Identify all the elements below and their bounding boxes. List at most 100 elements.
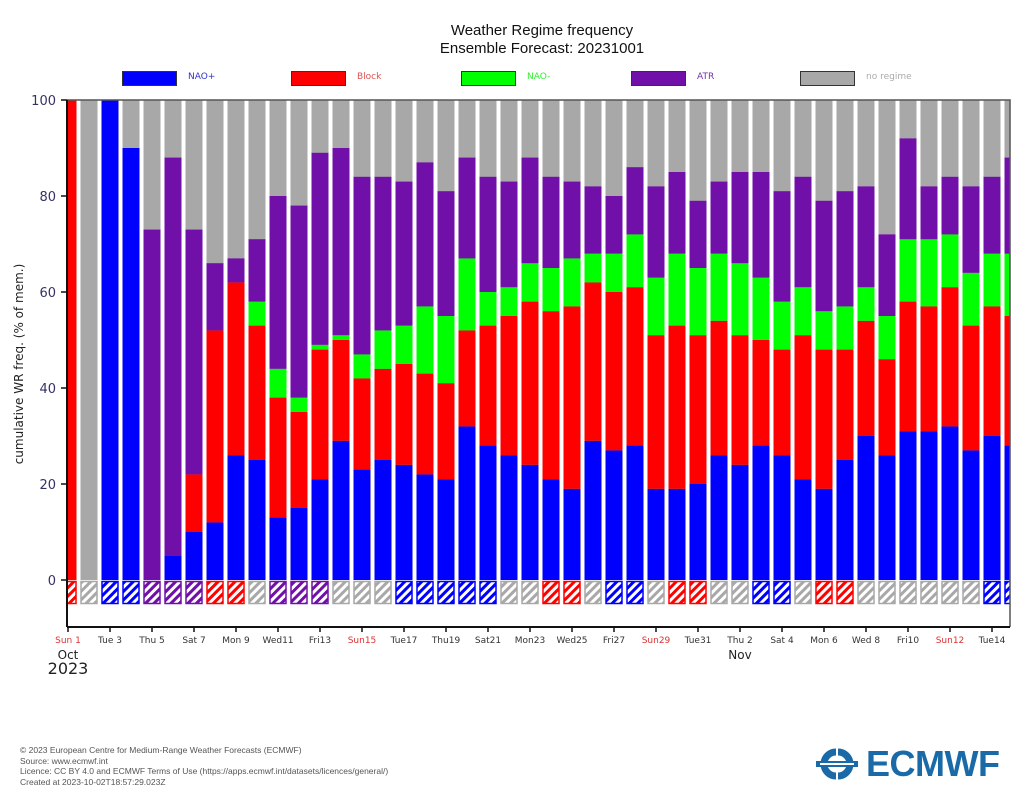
bar-segment-no-regime — [80, 100, 98, 580]
legend-label: Block — [357, 72, 382, 82]
bar-segment-block — [269, 397, 287, 518]
bar-segment-naoplus — [416, 474, 434, 580]
dominant-regime-marker — [374, 580, 392, 605]
bar-segment-block — [458, 330, 476, 427]
dominant-regime-marker — [437, 580, 455, 605]
bar-segment-atr — [143, 229, 161, 580]
bar-segment-block — [67, 100, 77, 580]
bar-segment-atr — [626, 167, 644, 235]
bar-segment-naominus — [458, 258, 476, 331]
bar-segment-naominus — [689, 268, 707, 336]
bar-segment-block — [563, 306, 581, 489]
y-tick-label: 80 — [39, 190, 56, 205]
bar-segment-block — [1004, 316, 1010, 446]
footer-copyright: © 2023 European Centre for Medium-Range … — [20, 745, 302, 755]
bar-segment-atr — [689, 200, 707, 268]
x-tick-label: Tue14 — [978, 636, 1006, 646]
x-tick-label: Thu19 — [431, 636, 461, 646]
bar-segment-naoplus — [773, 455, 791, 580]
bar-segment-naoplus — [878, 455, 896, 580]
y-tick-label: 100 — [31, 94, 56, 109]
bar-segment-atr — [605, 196, 623, 254]
x-tick-label: Tue17 — [390, 636, 418, 646]
dominant-regime-marker — [710, 580, 728, 605]
legend-label: no regime — [866, 72, 912, 82]
bar-segment-naominus — [836, 306, 854, 350]
bar-segment-naoplus — [101, 100, 119, 580]
x-tick-label: Fri13 — [309, 636, 331, 646]
bar-segment-naominus — [815, 311, 833, 350]
bar-segment-atr — [395, 181, 413, 326]
x-tick-label: Mon23 — [515, 636, 545, 646]
bar-segment-naoplus — [353, 469, 371, 580]
bar-segment-block — [605, 292, 623, 451]
dominant-regime-marker — [878, 580, 896, 605]
bar-segment-naoplus — [122, 148, 140, 580]
bar-segment-atr — [521, 157, 539, 264]
bar-segment-naoplus — [626, 445, 644, 580]
bar-segment-atr — [983, 176, 1001, 254]
y-tick-label: 60 — [39, 286, 56, 301]
x-tick-label: Thu 5 — [138, 636, 165, 646]
bar-segment-naominus — [773, 301, 791, 350]
dominant-regime-marker — [80, 580, 98, 605]
x-tick-label: Wed25 — [556, 636, 587, 646]
bar-segment-naoplus — [374, 460, 392, 580]
x-tick-label: Fri10 — [897, 636, 919, 646]
legend-swatch — [800, 71, 855, 86]
bar-segment-naoplus — [857, 436, 875, 580]
bar-segment-naominus — [479, 292, 497, 326]
bar-segment-naoplus — [269, 517, 287, 580]
bar-segment-naoplus — [983, 436, 1001, 580]
bar-segment-atr — [290, 205, 308, 398]
bar-segment-naominus — [353, 354, 371, 379]
footer-licence: Licence: CC BY 4.0 and ECMWF Terms of Us… — [20, 766, 389, 776]
bar-segment-atr — [920, 186, 938, 240]
plot-frame — [67, 99, 1011, 627]
dominant-regime-marker — [815, 580, 833, 605]
bar-segment-block — [185, 474, 203, 532]
x-tick-label: Sat 7 — [182, 636, 205, 646]
footer-source: Source: www.ecmwf.int — [20, 755, 108, 766]
bar-segment-atr — [836, 191, 854, 307]
bar-segment-naoplus — [227, 455, 245, 580]
x-tick-label: Wed 8 — [852, 636, 880, 646]
bar-segment-naominus — [920, 239, 938, 307]
bar-segment-atr — [248, 239, 266, 302]
y-tick-label: 0 — [48, 574, 56, 589]
dominant-regime-marker — [794, 580, 812, 605]
bar-segment-block — [353, 378, 371, 470]
bar-segment-atr — [185, 229, 203, 475]
bar-segment-naoplus — [437, 479, 455, 580]
bar-segment-naominus — [794, 287, 812, 336]
legend-swatch — [631, 71, 686, 86]
x-tick-label: Sun29 — [642, 636, 671, 646]
bar-segment-block — [794, 335, 812, 480]
bar-segment-block — [836, 349, 854, 460]
dominant-regime-marker — [962, 580, 980, 605]
bar-segment-block — [752, 340, 770, 446]
bar-segment-naoplus — [332, 440, 350, 580]
bar-segment-block — [899, 301, 917, 432]
bar-segment-block — [206, 330, 224, 523]
bar-segment-atr — [857, 186, 875, 288]
bar-segment-naominus — [626, 234, 644, 288]
bar-segment-atr — [206, 263, 224, 331]
bar-segment-block — [668, 325, 686, 489]
bar-segment-block — [437, 383, 455, 480]
dominant-regime-marker — [941, 580, 959, 605]
legend-label: NAO- — [527, 72, 551, 82]
dominant-regime-marker — [605, 580, 623, 605]
month-label: Oct — [58, 648, 79, 662]
legend-label: NAO+ — [188, 72, 216, 82]
dominant-regime-marker — [353, 580, 371, 605]
bar-segment-block — [920, 306, 938, 432]
bar-segment-block — [584, 282, 602, 441]
bar-segment-atr — [437, 191, 455, 316]
bar-segment-naoplus — [668, 488, 686, 580]
dominant-regime-marker — [395, 580, 413, 605]
dominant-regime-markers — [67, 580, 1010, 605]
bar-segment-naominus — [584, 253, 602, 283]
bar-segment-naominus — [374, 330, 392, 369]
bar-segment-naominus — [752, 277, 770, 340]
